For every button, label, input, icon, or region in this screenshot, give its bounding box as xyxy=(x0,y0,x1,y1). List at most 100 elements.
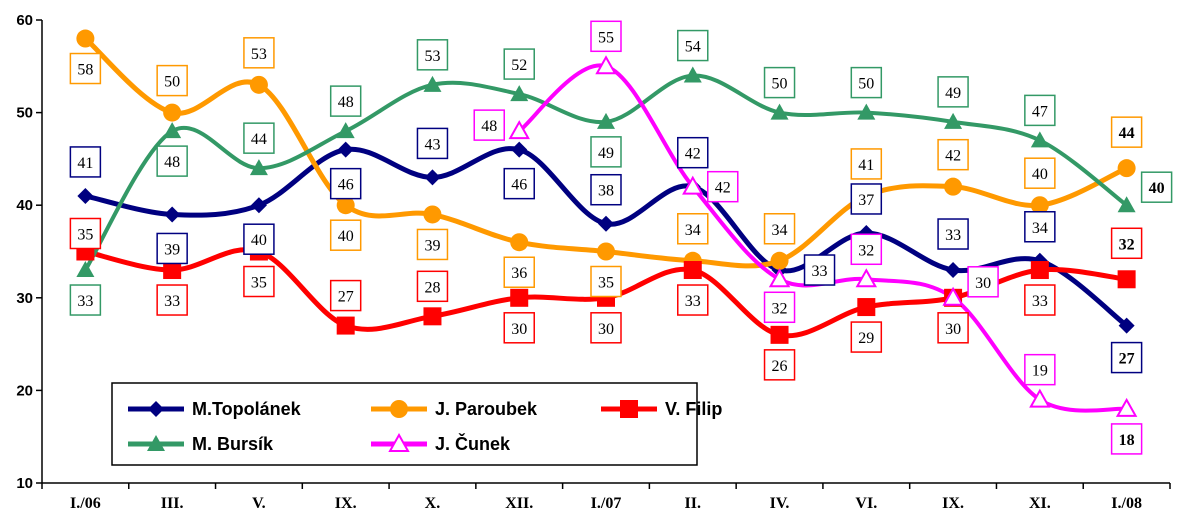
data-point xyxy=(770,325,789,344)
data-point xyxy=(249,159,268,176)
data-point xyxy=(597,112,615,129)
data-label-box xyxy=(243,37,275,69)
data-label: 50 xyxy=(858,76,874,93)
x-tick-label: IX. xyxy=(335,495,357,512)
data-point xyxy=(683,66,702,83)
x-tick-label: I./07 xyxy=(591,495,622,512)
data-label-box xyxy=(243,265,275,298)
data-label-box xyxy=(69,52,102,85)
data-label-box xyxy=(1024,211,1056,243)
data-label-box xyxy=(763,291,796,324)
data-label-box xyxy=(937,312,969,344)
data-label: 54 xyxy=(685,39,701,56)
data-label: 33 xyxy=(164,293,180,310)
data-label: 42 xyxy=(685,146,701,163)
data-point xyxy=(508,120,530,140)
data-label: 49 xyxy=(598,145,614,162)
data-label: 50 xyxy=(164,74,180,91)
data-label-box xyxy=(677,136,709,169)
data-label-box xyxy=(156,64,188,97)
data-label: 44 xyxy=(251,131,267,148)
data-label: 34 xyxy=(1032,220,1048,237)
legend-marker xyxy=(390,400,408,418)
data-label: 40 xyxy=(1149,180,1165,197)
data-label-box xyxy=(156,232,188,265)
legend-label: J. Paroubek xyxy=(435,399,538,419)
data-label: 19 xyxy=(1032,363,1048,380)
data-point xyxy=(336,196,355,215)
data-label: 53 xyxy=(424,48,440,65)
data-label: 41 xyxy=(77,155,93,172)
data-point xyxy=(424,169,441,186)
data-label-box xyxy=(503,256,535,288)
data-point xyxy=(423,307,442,326)
data-label: 30 xyxy=(511,321,527,338)
data-label-box xyxy=(1110,423,1143,455)
data-label-box xyxy=(416,270,449,303)
data-point xyxy=(1117,159,1136,178)
data-label: 46 xyxy=(511,177,527,194)
data-label-box xyxy=(503,167,535,200)
data-label: 36 xyxy=(511,265,527,282)
data-label: 41 xyxy=(858,157,874,174)
data-label: 58 xyxy=(77,62,93,79)
data-label-box xyxy=(416,228,449,261)
x-tick-label: VI. xyxy=(855,495,877,512)
data-label: 33 xyxy=(77,293,93,310)
data-label: 50 xyxy=(772,76,788,93)
data-label-box xyxy=(937,76,969,108)
data-label-box xyxy=(69,217,102,250)
x-tick-label: II. xyxy=(685,495,701,512)
data-label-box xyxy=(329,167,362,200)
x-tick-label: IX. xyxy=(942,495,964,512)
data-label: 40 xyxy=(251,232,267,249)
data-label: 40 xyxy=(338,228,354,245)
data-point xyxy=(250,197,267,214)
data-label-box xyxy=(69,146,102,178)
data-label: 47 xyxy=(1032,103,1048,120)
data-label: 18 xyxy=(1119,432,1135,449)
data-point xyxy=(942,286,964,306)
data-point xyxy=(1117,196,1136,213)
data-label-box xyxy=(1140,171,1173,203)
data-point xyxy=(336,122,355,139)
y-tick-label: 10 xyxy=(16,475,33,492)
data-label-box xyxy=(503,312,535,344)
data-point xyxy=(76,261,95,278)
data-point xyxy=(945,262,962,279)
data-label: 49 xyxy=(945,85,961,102)
data-point xyxy=(423,75,442,92)
data-label-box xyxy=(329,85,362,117)
data-label: 35 xyxy=(251,275,267,292)
data-label: 33 xyxy=(812,263,828,280)
legend-label: V. Filip xyxy=(665,399,722,419)
data-label: 44 xyxy=(1119,125,1135,142)
data-label: 32 xyxy=(858,242,874,259)
data-label-box xyxy=(1110,227,1143,260)
data-label-box xyxy=(590,265,622,298)
data-label-box xyxy=(1110,116,1143,148)
data-label: 33 xyxy=(685,293,701,310)
data-point xyxy=(163,261,182,280)
data-point xyxy=(944,112,963,129)
data-label: 33 xyxy=(945,227,961,244)
data-point xyxy=(597,242,615,261)
data-point xyxy=(857,298,876,317)
data-point xyxy=(1117,270,1136,289)
x-tick-label: XII. xyxy=(505,495,533,512)
data-label-box xyxy=(850,66,883,99)
data-label: 30 xyxy=(975,275,991,292)
data-label-box xyxy=(1024,284,1056,316)
data-point xyxy=(163,122,182,139)
data-label-box xyxy=(763,213,796,245)
data-point xyxy=(595,55,617,75)
data-label: 27 xyxy=(1119,351,1135,368)
data-label-box xyxy=(677,29,709,62)
data-point xyxy=(682,175,704,195)
series-line xyxy=(83,73,1129,273)
data-point xyxy=(163,103,182,122)
data-label-box xyxy=(677,284,709,316)
data-label: 42 xyxy=(715,180,731,197)
data-point xyxy=(337,141,354,158)
data-label: 48 xyxy=(164,154,180,171)
